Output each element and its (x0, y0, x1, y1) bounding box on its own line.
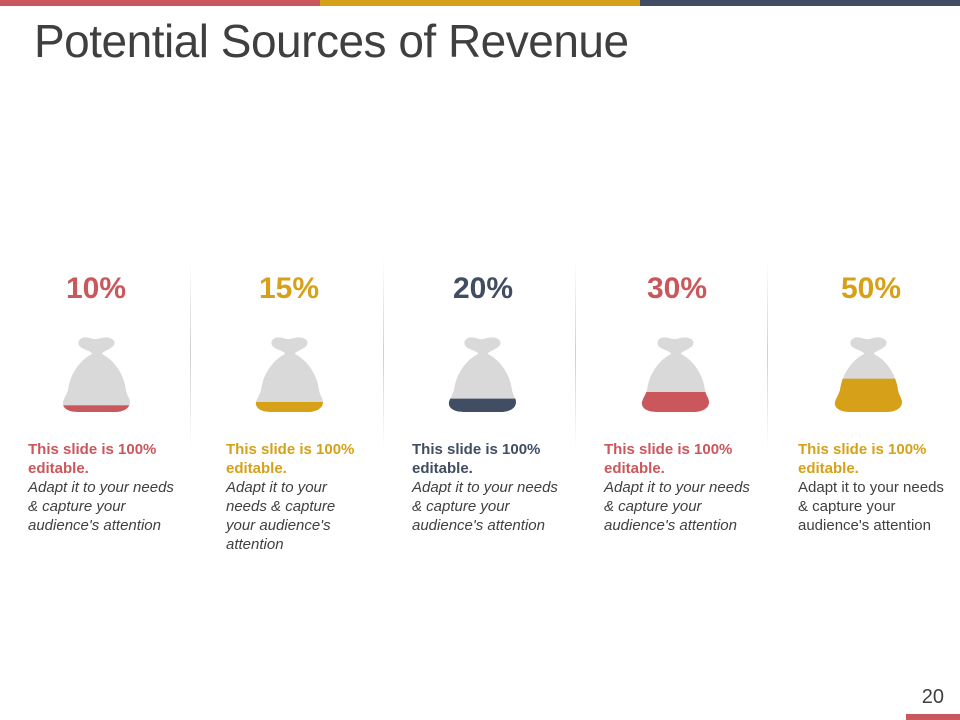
money-bag-fill (448, 398, 516, 412)
description-heading: This slide is 100% editable. (798, 441, 927, 477)
description-heading: This slide is 100% editable. (28, 441, 157, 477)
column-divider (575, 258, 576, 450)
money-bag-icon (641, 336, 711, 414)
money-bag-body (255, 337, 323, 412)
revenue-percent-2: 15% (258, 272, 320, 305)
description-body: Adapt it to your needs & capture your au… (798, 479, 944, 534)
money-bag-body (62, 337, 130, 412)
column-divider (190, 258, 191, 450)
money-bag-icon (834, 336, 904, 414)
column-divider (767, 258, 768, 450)
description-heading: This slide is 100% editable. (412, 441, 541, 477)
revenue-description-2: This slide is 100% editable. Adapt it to… (226, 440, 356, 554)
money-bag-fill (641, 391, 709, 412)
description-heading: This slide is 100% editable. (604, 441, 733, 477)
money-bag-body (448, 337, 516, 412)
revenue-description-5: This slide is 100% editable. Adapt it to… (798, 440, 958, 535)
money-bag-fill (62, 405, 130, 412)
description-body: Adapt it to your needs & capture your au… (412, 479, 558, 534)
revenue-description-1: This slide is 100% editable. Adapt it to… (28, 440, 188, 535)
accent-segment-navy (640, 0, 960, 6)
accent-segment-gold (320, 0, 640, 6)
column-divider (383, 258, 384, 450)
page-number-accent (906, 714, 960, 720)
revenue-percent-5: 50% (840, 272, 902, 305)
revenue-description-3: This slide is 100% editable. Adapt it to… (412, 440, 572, 535)
page-title: Potential Sources of Revenue (34, 15, 629, 67)
accent-segment-red (0, 0, 320, 6)
description-body: Adapt it to your needs & capture your au… (226, 479, 336, 553)
description-body: Adapt it to your needs & capture your au… (28, 479, 174, 534)
page-number: 20 (921, 686, 944, 708)
revenue-percent-1: 10% (65, 272, 127, 305)
top-accent-bar (0, 0, 960, 6)
revenue-percent-3: 20% (452, 272, 514, 305)
money-bag-fill (834, 378, 902, 412)
money-bag-icon (255, 336, 325, 414)
description-body: Adapt it to your needs & capture your au… (604, 479, 750, 534)
money-bag-fill (255, 401, 323, 412)
revenue-description-4: This slide is 100% editable. Adapt it to… (604, 440, 764, 535)
description-heading: This slide is 100% editable. (226, 441, 355, 477)
money-bag-icon (62, 336, 132, 414)
money-bag-icon (448, 336, 518, 414)
revenue-percent-4: 30% (646, 272, 708, 305)
